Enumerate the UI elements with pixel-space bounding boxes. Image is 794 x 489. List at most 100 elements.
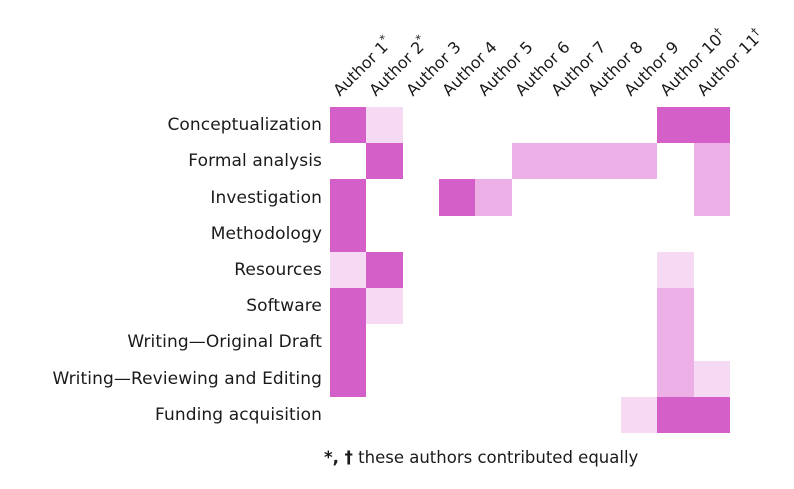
heatmap-cell <box>584 396 621 433</box>
heatmap-cell <box>584 143 621 180</box>
heatmap-cell <box>620 179 658 216</box>
row-label: Writing—Original Draft <box>127 332 322 353</box>
heatmap-cell <box>693 215 730 252</box>
heatmap-cell <box>366 107 403 144</box>
heatmap-cell <box>693 179 730 216</box>
heatmap-cell <box>511 215 549 252</box>
heatmap-cell <box>475 288 512 325</box>
heatmap-cell <box>439 107 476 144</box>
heatmap-cell <box>548 143 585 180</box>
heatmap-cell <box>475 107 512 144</box>
heatmap-cell <box>548 288 585 325</box>
heatmap-cell <box>330 179 367 216</box>
row-label: Conceptualization <box>167 115 322 136</box>
heatmap-cell <box>511 107 549 144</box>
heatmap-cell <box>439 360 476 397</box>
heatmap-cell <box>402 143 440 180</box>
row-label: Software <box>246 296 322 317</box>
heatmap-cell <box>402 324 440 361</box>
footnote-markers: *, † <box>324 448 353 467</box>
heatmap-grid <box>330 107 730 433</box>
heatmap-cell <box>402 179 440 216</box>
heatmap-cell <box>693 107 730 144</box>
heatmap-cell <box>475 324 512 361</box>
heatmap-cell <box>402 251 440 289</box>
heatmap-cell <box>584 251 621 289</box>
heatmap-cell <box>693 288 730 325</box>
heatmap-cell <box>511 324 549 361</box>
heatmap-cell <box>657 396 694 433</box>
heatmap-cell <box>330 324 367 361</box>
heatmap-cell <box>439 324 476 361</box>
heatmap-cell <box>620 107 658 144</box>
heatmap-cell <box>548 396 585 433</box>
heatmap-cell <box>693 360 730 397</box>
heatmap-cell <box>693 324 730 361</box>
heatmap-cell <box>620 396 658 433</box>
heatmap-cell <box>366 360 403 397</box>
heatmap-cell <box>511 396 549 433</box>
heatmap-cell <box>366 251 403 289</box>
heatmap-cell <box>620 324 658 361</box>
heatmap-cell <box>620 288 658 325</box>
heatmap-cell <box>657 324 694 361</box>
heatmap-cell <box>548 179 585 216</box>
heatmap-cell <box>548 107 585 144</box>
heatmap-cell <box>584 324 621 361</box>
heatmap-cell <box>439 251 476 289</box>
heatmap-cell <box>330 396 367 433</box>
heatmap-cell <box>475 251 512 289</box>
heatmap-cell <box>693 143 730 180</box>
heatmap-cell <box>475 396 512 433</box>
heatmap-cell <box>366 324 403 361</box>
heatmap-cell <box>439 143 476 180</box>
heatmap-cell <box>330 360 367 397</box>
heatmap-cell <box>657 251 694 289</box>
heatmap-cell <box>511 251 549 289</box>
heatmap-cell <box>584 107 621 144</box>
heatmap-cell <box>693 396 730 433</box>
heatmap-cell <box>584 179 621 216</box>
row-label: Investigation <box>210 187 322 208</box>
heatmap-cell <box>657 215 694 252</box>
heatmap-cell <box>330 251 367 289</box>
heatmap-cell <box>475 143 512 180</box>
heatmap-cell <box>620 143 658 180</box>
heatmap-cell <box>693 251 730 289</box>
row-labels: Conceptualization Formal analysis Investig… <box>0 107 322 433</box>
heatmap-cell <box>402 107 440 144</box>
heatmap-cell <box>657 360 694 397</box>
heatmap-cell <box>366 215 403 252</box>
heatmap-cell <box>366 143 403 180</box>
heatmap-cell <box>620 251 658 289</box>
heatmap-cell <box>584 288 621 325</box>
footnote-text: these authors contributed equally <box>352 448 639 467</box>
heatmap-cell <box>548 324 585 361</box>
heatmap-cell <box>620 215 658 252</box>
heatmap-cell <box>548 215 585 252</box>
heatmap-cell <box>548 360 585 397</box>
heatmap-cell <box>511 143 549 180</box>
heatmap-cell <box>657 107 694 144</box>
heatmap-cell <box>475 360 512 397</box>
heatmap-cell <box>584 360 621 397</box>
heatmap-cell <box>548 251 585 289</box>
row-label: Writing—Reviewing and Editing <box>52 368 322 389</box>
heatmap-cell <box>657 143 694 180</box>
heatmap-cell <box>620 360 658 397</box>
row-label: Resources <box>234 259 322 280</box>
heatmap-cell <box>511 360 549 397</box>
heatmap-cell <box>475 215 512 252</box>
row-label: Funding acquisition <box>155 404 322 425</box>
heatmap-cell <box>475 179 512 216</box>
heatmap-cell <box>330 215 367 252</box>
row-label: Formal analysis <box>188 151 322 172</box>
heatmap-cell <box>366 288 403 325</box>
heatmap-cell <box>657 179 694 216</box>
heatmap-cell <box>402 396 440 433</box>
heatmap-cell <box>439 396 476 433</box>
heatmap-cell <box>330 143 367 180</box>
heatmap-cell <box>402 360 440 397</box>
heatmap-cell <box>330 288 367 325</box>
